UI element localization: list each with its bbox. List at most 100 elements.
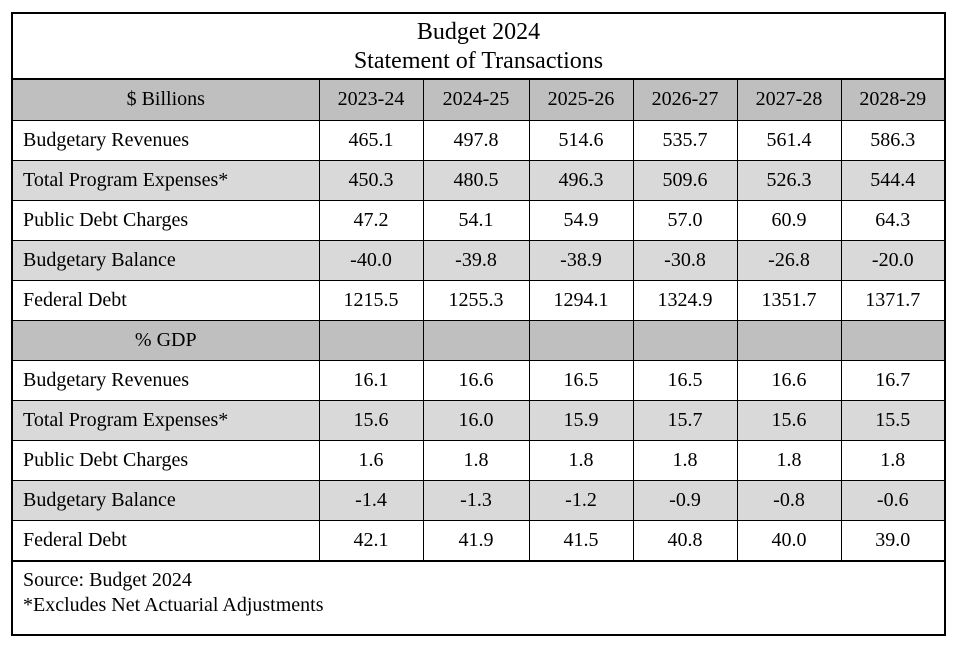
- empty-header-cell: [736, 319, 842, 361]
- value-cell: 496.3: [528, 159, 634, 201]
- table-row: Total Program Expenses* 15.6 16.0 15.9 15.7 1…: [13, 399, 944, 441]
- value-cell: 509.6: [632, 159, 738, 201]
- value-cell: 544.4: [840, 159, 944, 201]
- statement-table-frame: Budget 2024 Statement of Transactions $ …: [11, 12, 946, 636]
- value-cell: -30.8: [632, 239, 738, 281]
- title-line-1: Budget 2024: [416, 19, 541, 45]
- empty-header-cell: [840, 319, 944, 361]
- value-cell: 586.3: [840, 119, 944, 161]
- value-cell: 16.5: [528, 359, 634, 401]
- empty-header-cell: [528, 319, 634, 361]
- value-cell: 514.6: [528, 119, 634, 161]
- value-cell: -0.8: [736, 479, 842, 521]
- section-header-label: $ Billions: [13, 80, 320, 121]
- value-cell: 16.6: [736, 359, 842, 401]
- row-label: Public Debt Charges: [13, 439, 320, 481]
- value-cell: 39.0: [840, 519, 944, 560]
- value-cell: 497.8: [422, 119, 530, 161]
- column-header-year: 2025-26: [528, 80, 634, 121]
- value-cell: 54.1: [422, 199, 530, 241]
- row-label: Budgetary Balance: [13, 479, 320, 521]
- value-cell: 480.5: [422, 159, 530, 201]
- value-cell: 1294.1: [528, 279, 634, 321]
- value-cell: 526.3: [736, 159, 842, 201]
- value-cell: 1.8: [840, 439, 944, 481]
- value-cell: 41.5: [528, 519, 634, 560]
- value-cell: -1.4: [318, 479, 424, 521]
- gdp-header-row: % GDP: [13, 319, 944, 361]
- value-cell: 1.8: [736, 439, 842, 481]
- row-label: Federal Debt: [13, 279, 320, 321]
- billions-header-row: $ Billions 2023-24 2024-25 2025-26 2026-27 20…: [13, 80, 944, 121]
- value-cell: 15.6: [736, 399, 842, 441]
- value-cell: 16.7: [840, 359, 944, 401]
- column-header-year: 2026-27: [632, 80, 738, 121]
- value-cell: 15.7: [632, 399, 738, 441]
- row-label: Federal Debt: [13, 519, 320, 560]
- value-cell: -40.0: [318, 239, 424, 281]
- value-cell: 40.0: [736, 519, 842, 560]
- table-row: Budgetary Balance -1.4 -1.3 -1.2 -0.9 -0.8 -0.…: [13, 479, 944, 521]
- column-header-year: 2027-28: [736, 80, 842, 121]
- value-cell: 60.9: [736, 199, 842, 241]
- transactions-table: $ Billions 2023-24 2024-25 2025-26 2026-27 20…: [13, 80, 944, 560]
- table-body: $ Billions 2023-24 2024-25 2025-26 2026-27 20…: [13, 80, 944, 560]
- row-label: Budgetary Revenues: [13, 119, 320, 161]
- table-row: Public Debt Charges 1.6 1.8 1.8 1.8 1.8 1.8: [13, 439, 944, 481]
- value-cell: 1.6: [318, 439, 424, 481]
- empty-header-cell: [632, 319, 738, 361]
- value-cell: 16.5: [632, 359, 738, 401]
- value-cell: 16.0: [422, 399, 530, 441]
- value-cell: 47.2: [318, 199, 424, 241]
- value-cell: -38.9: [528, 239, 634, 281]
- value-cell: 1371.7: [840, 279, 944, 321]
- value-cell: 41.9: [422, 519, 530, 560]
- value-cell: 450.3: [318, 159, 424, 201]
- value-cell: 16.1: [318, 359, 424, 401]
- row-label: Total Program Expenses*: [13, 399, 320, 441]
- value-cell: -39.8: [422, 239, 530, 281]
- value-cell: -26.8: [736, 239, 842, 281]
- value-cell: 1324.9: [632, 279, 738, 321]
- value-cell: 535.7: [632, 119, 738, 161]
- value-cell: 561.4: [736, 119, 842, 161]
- table-row: Budgetary Balance -40.0 -39.8 -38.9 -30.8 -26…: [13, 239, 944, 281]
- footnote: *Excludes Net Actuarial Adjustments: [23, 594, 324, 616]
- table-row: Budgetary Revenues 16.1 16.6 16.5 16.5 16.6 16…: [13, 359, 944, 401]
- table-row: Total Program Expenses* 450.3 480.5 496.3 50…: [13, 159, 944, 201]
- value-cell: 1255.3: [422, 279, 530, 321]
- table-row: Public Debt Charges 47.2 54.1 54.9 57.0 60.9 6…: [13, 199, 944, 241]
- value-cell: -20.0: [840, 239, 944, 281]
- row-label: Budgetary Balance: [13, 239, 320, 281]
- title-line-2: Statement of Transactions: [353, 48, 604, 74]
- row-label: Total Program Expenses*: [13, 159, 320, 201]
- value-cell: 465.1: [318, 119, 424, 161]
- value-cell: -1.3: [422, 479, 530, 521]
- row-label: Public Debt Charges: [13, 199, 320, 241]
- value-cell: 15.5: [840, 399, 944, 441]
- value-cell: 54.9: [528, 199, 634, 241]
- empty-header-cell: [422, 319, 530, 361]
- value-cell: 42.1: [318, 519, 424, 560]
- value-cell: 40.8: [632, 519, 738, 560]
- column-header-year: 2024-25: [422, 80, 530, 121]
- column-header-year: 2028-29: [840, 80, 944, 121]
- column-header-year: 2023-24: [318, 80, 424, 121]
- source-note: Source: Budget 2024: [23, 569, 192, 591]
- row-label: Budgetary Revenues: [13, 359, 320, 401]
- value-cell: 1.8: [528, 439, 634, 481]
- table-row: Federal Debt 1215.5 1255.3 1294.1 1324.9 1351…: [13, 279, 944, 321]
- value-cell: 1215.5: [318, 279, 424, 321]
- table-title: Budget 2024 Statement of Transactions: [13, 14, 944, 80]
- value-cell: 1351.7: [736, 279, 842, 321]
- table-row: Budgetary Revenues 465.1 497.8 514.6 535.7 56…: [13, 119, 944, 161]
- value-cell: 16.6: [422, 359, 530, 401]
- empty-header-cell: [318, 319, 424, 361]
- table-footer: Source: Budget 2024 *Excludes Net Actuar…: [13, 560, 944, 622]
- value-cell: -1.2: [528, 479, 634, 521]
- value-cell: -0.6: [840, 479, 944, 521]
- value-cell: 1.8: [632, 439, 738, 481]
- value-cell: 1.8: [422, 439, 530, 481]
- value-cell: 15.9: [528, 399, 634, 441]
- section-header-label: % GDP: [13, 319, 320, 361]
